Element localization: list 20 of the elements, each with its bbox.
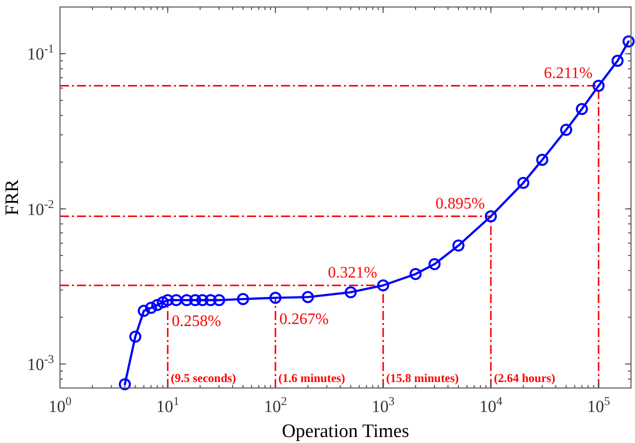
x-tick-label: 10$^{3}$	[372, 394, 395, 416]
x-tick-label: 10$^{2}$	[264, 394, 287, 416]
x-tick-label: 10$^{1}$	[156, 394, 180, 416]
annotation: 0.321%	[328, 264, 378, 282]
y-tick-label: 10$^{-1}$	[27, 42, 54, 64]
annotation: 0.895%	[436, 195, 485, 212]
y-tick-label: 10$^{-2}$	[27, 196, 54, 219]
x-tick-label: 10$^{0}$	[48, 394, 72, 416]
ref-line-label: (2.64 hours)	[494, 371, 556, 385]
annotation: 6.211%	[544, 64, 593, 82]
ref-line-label: (15.8 minutes)	[386, 371, 459, 385]
y-tick-label: 10$^{-3}$	[27, 352, 54, 374]
annotation: 0.267%	[279, 310, 329, 328]
x-tick-label: 10$^{5}$	[587, 394, 610, 416]
ref-line-label: (9.5 seconds)	[170, 371, 236, 385]
y-axis-title: FRR	[2, 179, 23, 216]
x-axis-title: Operation Times	[282, 421, 410, 442]
x-tick-label: 10$^{4}$	[479, 394, 502, 416]
annotation: 0.258%	[172, 313, 222, 330]
ref-line-label: (1.6 minutes)	[278, 371, 346, 385]
